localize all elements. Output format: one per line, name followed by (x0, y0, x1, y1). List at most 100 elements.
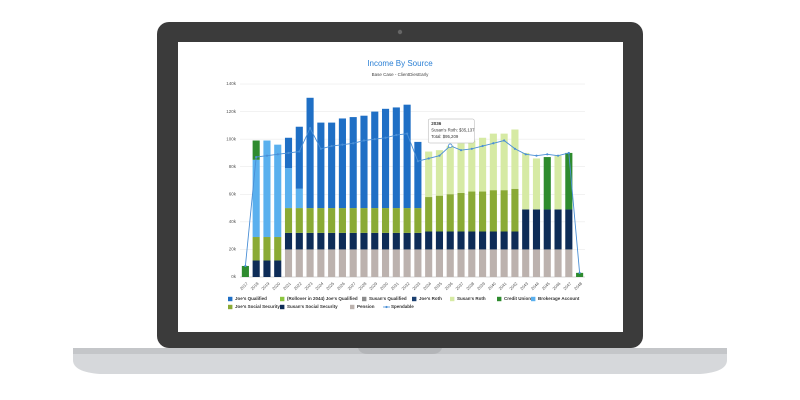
bar-segment (500, 231, 508, 250)
line-point (427, 157, 430, 160)
bar-segment (392, 232, 400, 250)
legend-symbol (280, 296, 285, 302)
legend-label: Brokerage Account (538, 296, 580, 301)
y-tick-label: 80k (229, 164, 237, 169)
x-tick-label: 2025 (325, 280, 336, 291)
bar-segment (435, 249, 444, 277)
x-tick-label: 2034 (422, 280, 433, 291)
bar-segment (425, 197, 433, 232)
bar-segment (425, 151, 433, 198)
bar-segment (403, 208, 411, 233)
bar-segment (284, 208, 293, 233)
bar-segment (425, 231, 433, 250)
x-tick-label: 2046 (551, 280, 562, 291)
chart: Income By Source Base Case - ClientDiesE… (226, 59, 585, 310)
bar-segment (392, 249, 400, 277)
line-point (567, 151, 570, 155)
y-tick-label: 60k (229, 191, 237, 196)
bar-segment (371, 232, 379, 250)
bar-segment (328, 208, 336, 233)
legend-symbol (362, 296, 367, 302)
bar-segment (511, 231, 519, 250)
x-tick-label: 2022 (293, 280, 304, 291)
bar-segment (252, 260, 260, 277)
chart-subtitle: Base Case - ClientDiesEarly (372, 72, 430, 77)
line-point (406, 132, 409, 135)
bar-segment (532, 249, 541, 277)
bar-segment (565, 152, 573, 210)
line-point (524, 153, 527, 156)
bar-segment (295, 249, 303, 277)
bar-segment (565, 209, 573, 250)
bar-segment (252, 140, 260, 160)
bar-segment (565, 249, 573, 277)
bar-segment (306, 232, 314, 250)
bar-segment (360, 208, 368, 233)
bar-segment (306, 249, 314, 277)
bar-segment (284, 249, 293, 277)
line-point (362, 139, 366, 142)
bar-segment (554, 155, 562, 210)
bar-segment (371, 249, 379, 277)
bar-segment (457, 249, 465, 277)
x-tick-label: 2020 (271, 280, 282, 291)
bar-segment (317, 122, 325, 209)
line-point (416, 160, 419, 163)
line-point (438, 154, 441, 157)
line-point (546, 153, 549, 156)
bar-segment (349, 249, 357, 277)
legend-label: Credit Union (504, 296, 531, 301)
bar-segment (328, 122, 336, 209)
camera (397, 29, 403, 35)
legend-symbol (497, 296, 502, 302)
x-tick-label: 2021 (282, 280, 293, 291)
x-tick-label: 2041 (498, 280, 509, 291)
bar-segment (263, 237, 271, 261)
bar-segment (274, 260, 282, 277)
bar-segment (360, 232, 368, 250)
bar-segment (381, 232, 390, 250)
y-tick-label: 100k (226, 136, 237, 141)
x-tick-label: 2033 (411, 280, 422, 291)
tooltip-box (427, 118, 475, 144)
legend-symbol (385, 305, 388, 309)
bar-segment (532, 209, 541, 250)
bar-segment (392, 208, 400, 233)
chart-title: Income By Source (367, 59, 433, 68)
x-tick-label: 2024 (314, 280, 325, 291)
bar-segment (360, 249, 368, 277)
bar-segment (414, 208, 422, 233)
x-tick-label: 2029 (368, 280, 379, 291)
line-point (578, 271, 581, 274)
bar-segment (295, 188, 303, 209)
spendable-line (244, 127, 581, 273)
bar-segment (511, 249, 519, 277)
line-point (319, 147, 322, 150)
x-tick-label: 2048 (573, 280, 584, 291)
tooltip-title: 2036 (431, 121, 442, 126)
bar-segment (489, 231, 497, 250)
bar-segment (511, 129, 519, 189)
bar-segment (479, 137, 487, 192)
bar-segment (489, 249, 497, 277)
legend-label: Susan's Qualified (369, 296, 407, 301)
line-point (255, 155, 258, 159)
bar-segment (317, 208, 325, 233)
legend-label: Pension (357, 304, 375, 309)
bar-segment (446, 231, 454, 250)
bar-segment (295, 208, 303, 233)
bar-segment (446, 194, 454, 232)
bar-segment (338, 232, 346, 250)
bar-segment (403, 232, 411, 250)
x-tick-label: 2036 (444, 280, 455, 291)
line-point (330, 144, 333, 148)
y-tick-label: 140k (226, 81, 237, 86)
bar-segment (468, 249, 476, 277)
legend-symbol (350, 304, 355, 310)
line-point (503, 139, 506, 142)
bar-segment (338, 249, 346, 277)
bar-segment (371, 111, 379, 209)
x-tick-label: 2040 (487, 280, 498, 291)
x-tick-label: 2027 (347, 280, 358, 291)
